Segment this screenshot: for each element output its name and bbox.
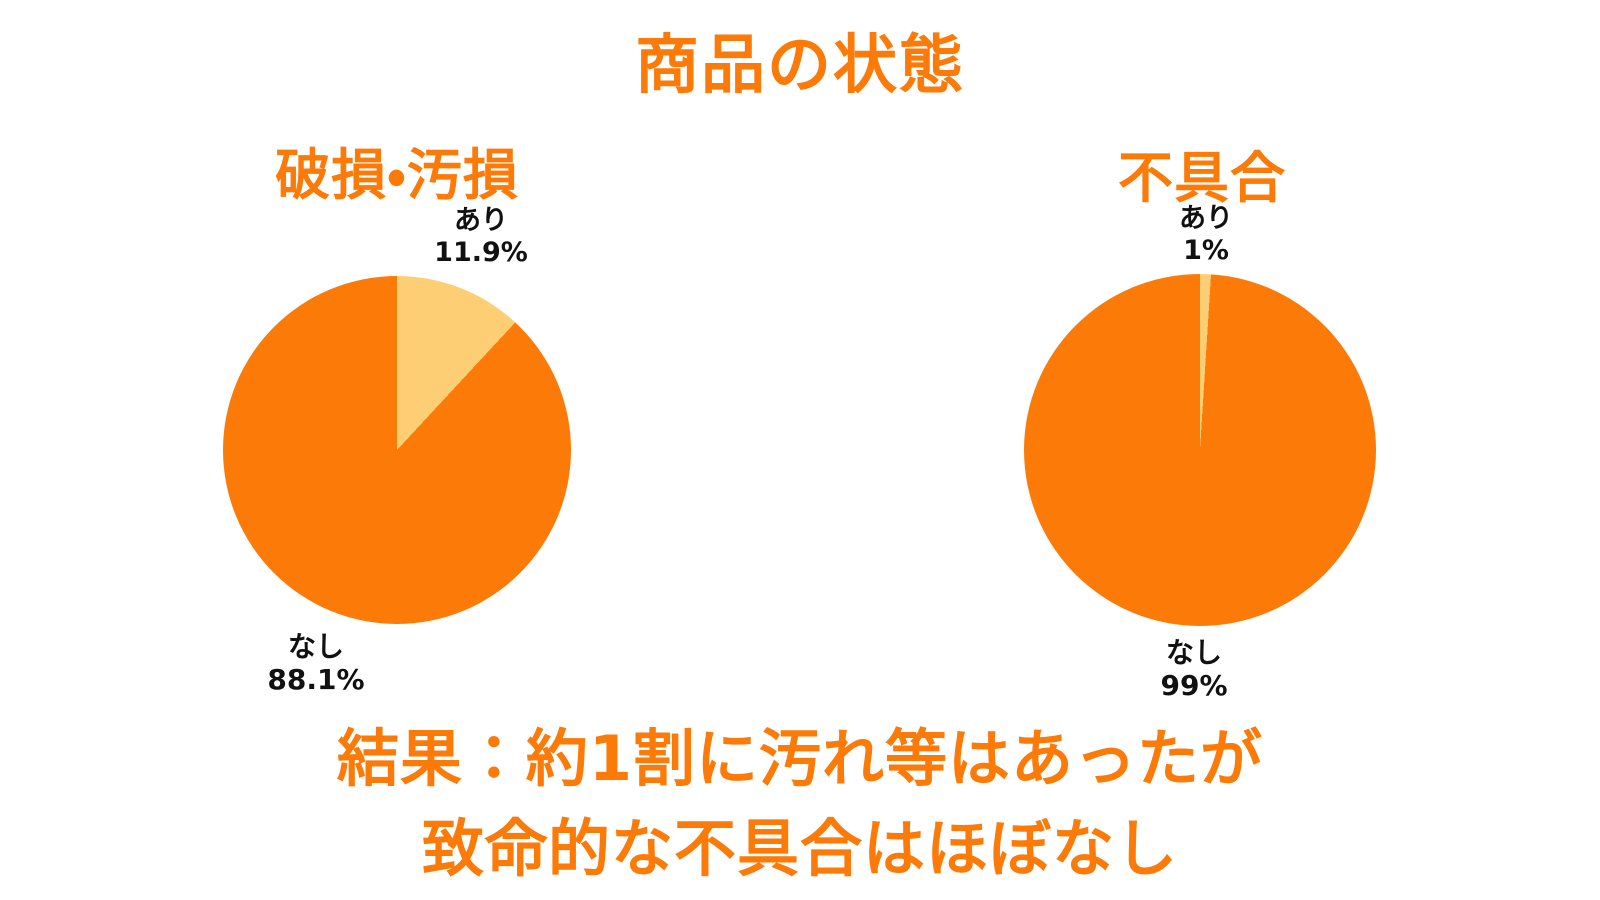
damage-chart-title: 破損・汚損: [275, 143, 519, 207]
defect-slice-label-ari-name: あり: [1179, 203, 1233, 234]
damage-slice-label-ari-name: あり: [454, 205, 508, 236]
damage-pie-chart: [223, 276, 571, 624]
page-title: 商品の状態: [635, 29, 965, 103]
defect-slice-label-ari: あり 1%: [1106, 203, 1306, 267]
defect-slice-label-nashi-name: なし: [1165, 636, 1222, 669]
defect-slice-label-nashi: なし 99%: [1094, 636, 1294, 702]
damage-slice-label-nashi-value: 88.1%: [267, 663, 365, 696]
conclusion-line-2: 致命的な不具合はほぼなし: [421, 812, 1178, 885]
damage-slice-label-nashi: なし 88.1%: [216, 630, 416, 696]
damage-slice-label-ari: あり 11.9%: [381, 205, 581, 269]
damage-slice-label-nashi-name: なし: [287, 630, 344, 663]
defect-pie-chart: [1024, 274, 1376, 626]
conclusion-text: 結果：約1割に汚れ等はあったが 致命的な不具合はほぼなし: [0, 714, 1600, 894]
defect-slice-label-nashi-value: 99%: [1160, 669, 1228, 702]
damage-slice-label-ari-value: 11.9%: [434, 237, 528, 268]
defect-slice-label-ari-value: 1%: [1183, 235, 1229, 266]
defect-chart-title: 不具合: [1117, 146, 1286, 210]
conclusion-line-1: 結果：約1割に汚れ等はあったが: [336, 722, 1264, 795]
